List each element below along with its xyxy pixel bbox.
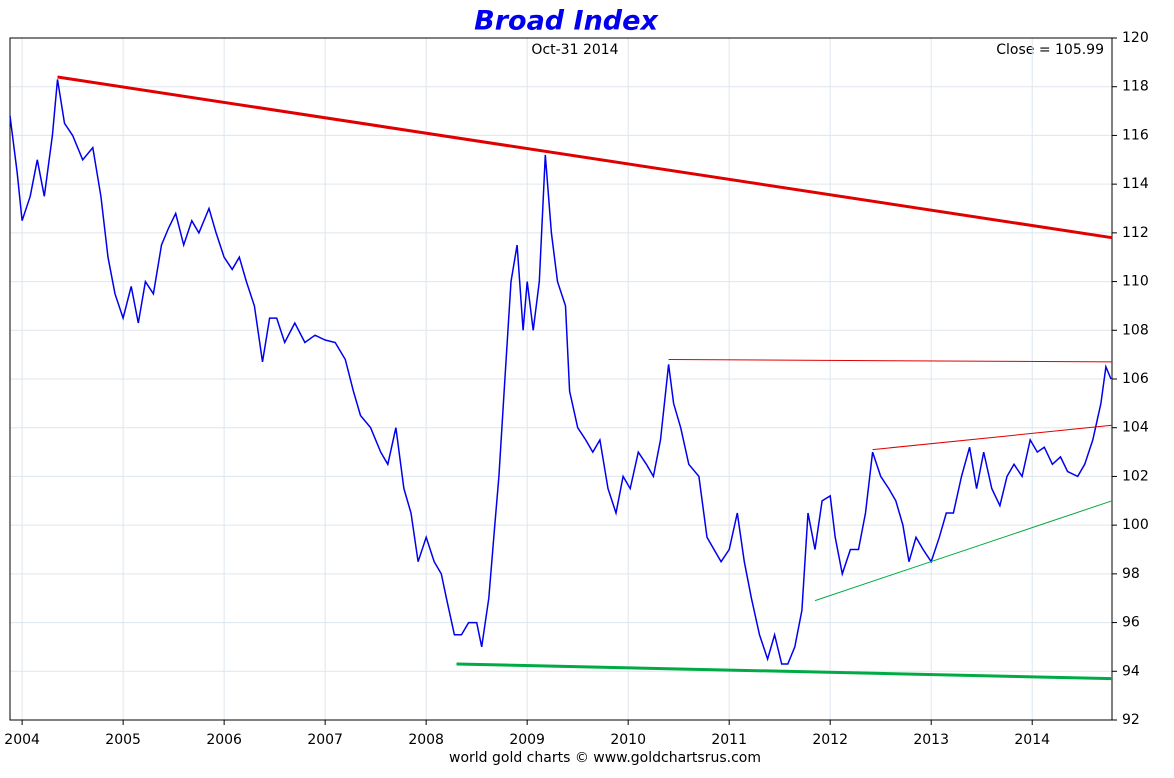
trend-line	[814, 500, 1113, 602]
source-label: world gold charts © www.goldchartsrus.co…	[449, 750, 761, 766]
y-tick-label: 116	[1122, 127, 1149, 143]
y-tick-label: 102	[1122, 468, 1149, 484]
x-tick-label: 2005	[105, 732, 141, 748]
trend-line	[668, 359, 1113, 363]
trend-line	[57, 75, 1113, 240]
y-tick-label: 112	[1122, 225, 1149, 241]
trend-line	[872, 424, 1113, 451]
x-tick-label: 2009	[509, 732, 545, 748]
y-tick-label: 110	[1122, 274, 1149, 290]
date-label: Oct-31 2014	[531, 42, 618, 58]
y-tick-label: 100	[1122, 517, 1149, 533]
x-tick-label: 2014	[1014, 732, 1050, 748]
y-tick-label: 98	[1122, 566, 1140, 582]
close-label: Close = 105.99	[996, 42, 1104, 58]
x-tick-label: 2007	[307, 732, 343, 748]
y-tick-label: 108	[1122, 322, 1149, 338]
x-tick-label: 2012	[812, 732, 848, 748]
chart-title: Broad Index	[474, 6, 659, 37]
x-tick-label: 2013	[913, 732, 949, 748]
x-tick-label: 2011	[711, 732, 747, 748]
y-tick-label: 106	[1122, 371, 1149, 387]
y-tick-label: 96	[1122, 615, 1140, 631]
y-tick-label: 94	[1122, 663, 1140, 679]
x-tick-label: 2010	[610, 732, 646, 748]
x-tick-label: 2004	[4, 732, 40, 748]
price-line	[9, 79, 1112, 665]
plot-frame	[9, 37, 1113, 721]
x-tick-label: 2006	[206, 732, 242, 748]
trend-line	[456, 662, 1113, 681]
y-tick-label: 92	[1122, 712, 1140, 728]
y-tick-label: 120	[1122, 30, 1149, 46]
y-tick-label: 118	[1122, 79, 1149, 95]
y-tick-label: 104	[1122, 420, 1149, 436]
y-tick-label: 114	[1122, 176, 1149, 192]
x-tick-label: 2008	[408, 732, 444, 748]
